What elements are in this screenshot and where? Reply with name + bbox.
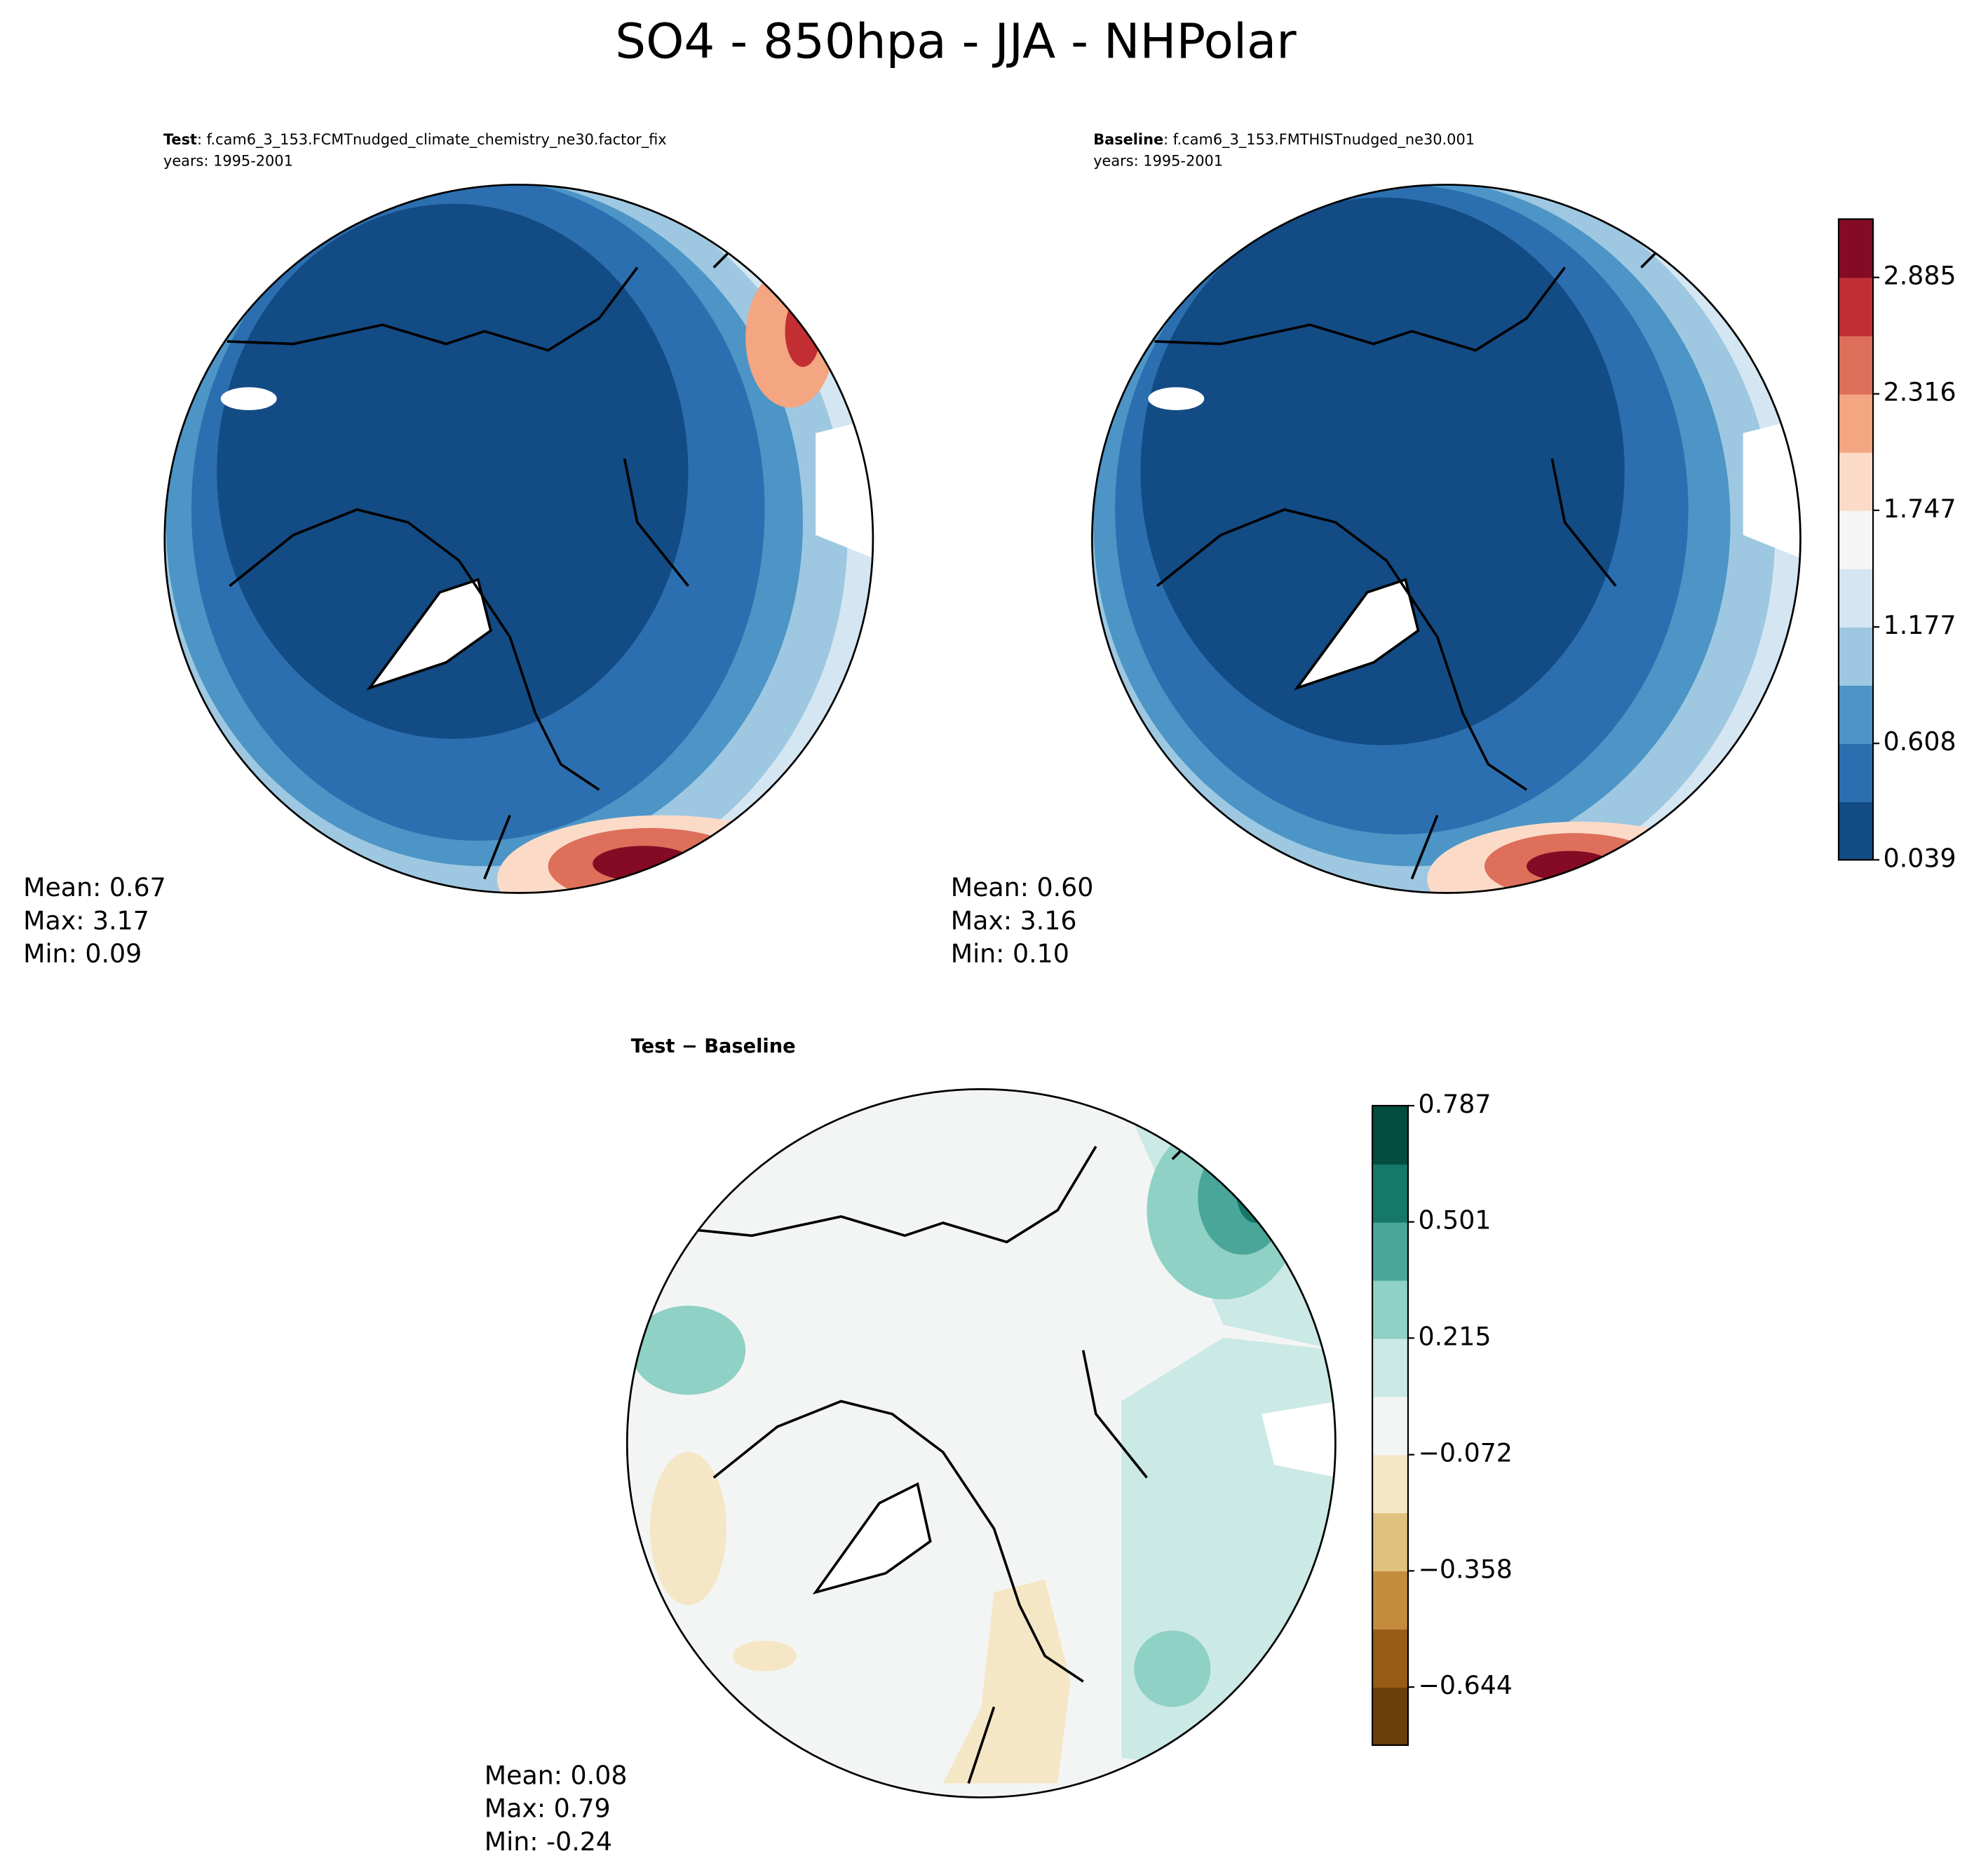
map-border (1091, 184, 1801, 894)
panel-years: years: 1995-2001 (1093, 153, 1223, 170)
colorbar-tick-label: 2.316 (1884, 377, 1956, 407)
colorbar-band (1839, 335, 1874, 395)
colorbar-band (1839, 277, 1874, 337)
colorbar-band (1839, 568, 1874, 628)
panel-name: Baseline (1093, 131, 1163, 148)
colorbar-tick-label: 0.215 (1418, 1321, 1491, 1351)
colorbar-band (1372, 1163, 1408, 1223)
panel-case: : f.cam6_3_153.FCMTnudged_climate_chemis… (197, 131, 667, 148)
colorbar-tick-label: 1.747 (1884, 494, 1956, 524)
colorbar-band (1839, 219, 1874, 278)
colorbar-band (1372, 1338, 1408, 1397)
colorbar-band (1839, 801, 1874, 861)
colorbar-band (1839, 452, 1874, 511)
stat: Max: 3.16 (951, 905, 1077, 935)
map-border (163, 184, 874, 894)
panel-years: years: 1995-2001 (163, 153, 293, 170)
map (627, 1089, 1336, 1798)
colorbar-band (1839, 743, 1874, 803)
map (164, 184, 873, 893)
colorbar-tick-label: 1.177 (1884, 610, 1956, 640)
stat: Min: -0.24 (485, 1827, 612, 1857)
stat: Mean: 0.60 (951, 872, 1094, 902)
panel-label: Baseline: f.cam6_3_153.FMTHISTnudged_ne3… (1093, 131, 1475, 148)
stat: Mean: 0.67 (23, 872, 166, 902)
figure-title: SO4 - 850hpa - JJA - NHPolar (615, 14, 1297, 70)
panel-name: Test (163, 131, 197, 148)
colorbar-band (1839, 627, 1874, 686)
colorbar-band (1372, 1454, 1408, 1514)
colorbar-band (1839, 393, 1874, 453)
panel-label: Test − Baseline (631, 1036, 796, 1057)
colorbar-tick-label: 0.039 (1884, 843, 1956, 873)
colorbar-tick-label: 0.787 (1418, 1089, 1491, 1119)
colorbar-band (1372, 1105, 1408, 1165)
stat: Min: 0.09 (23, 939, 142, 969)
colorbar-tick-label: −0.358 (1418, 1554, 1512, 1584)
stat: Max: 3.17 (23, 905, 149, 935)
colorbar-tick-label: 2.885 (1884, 261, 1956, 291)
colorbar-frame (1371, 1104, 1409, 1747)
colorbar-tick-label: −0.072 (1418, 1438, 1512, 1468)
colorbar-tick-label: 0.501 (1418, 1205, 1491, 1235)
colorbar-tick-label: 0.608 (1884, 726, 1956, 757)
colorbar-band (1372, 1629, 1408, 1688)
colorbar-tick-label: −0.644 (1418, 1670, 1512, 1700)
colorbar-band (1372, 1396, 1408, 1456)
colorbar-band (1372, 1221, 1408, 1281)
colorbar-band (1372, 1571, 1408, 1630)
map-border (626, 1088, 1337, 1798)
colorbar-frame (1837, 218, 1874, 861)
panel-label: Test: f.cam6_3_153.FCMTnudged_climate_ch… (163, 131, 667, 148)
stat: Min: 0.10 (951, 939, 1069, 969)
stat: Mean: 0.08 (485, 1760, 628, 1790)
stat: Max: 0.79 (485, 1794, 611, 1824)
colorbar-band (1372, 1687, 1408, 1746)
colorbar-band (1839, 685, 1874, 745)
colorbar-band (1839, 510, 1874, 569)
colorbar-band (1372, 1512, 1408, 1572)
colorbar-band (1372, 1280, 1408, 1339)
map (1092, 184, 1801, 893)
panel-case: : f.cam6_3_153.FMTHISTnudged_ne30.001 (1163, 131, 1475, 148)
